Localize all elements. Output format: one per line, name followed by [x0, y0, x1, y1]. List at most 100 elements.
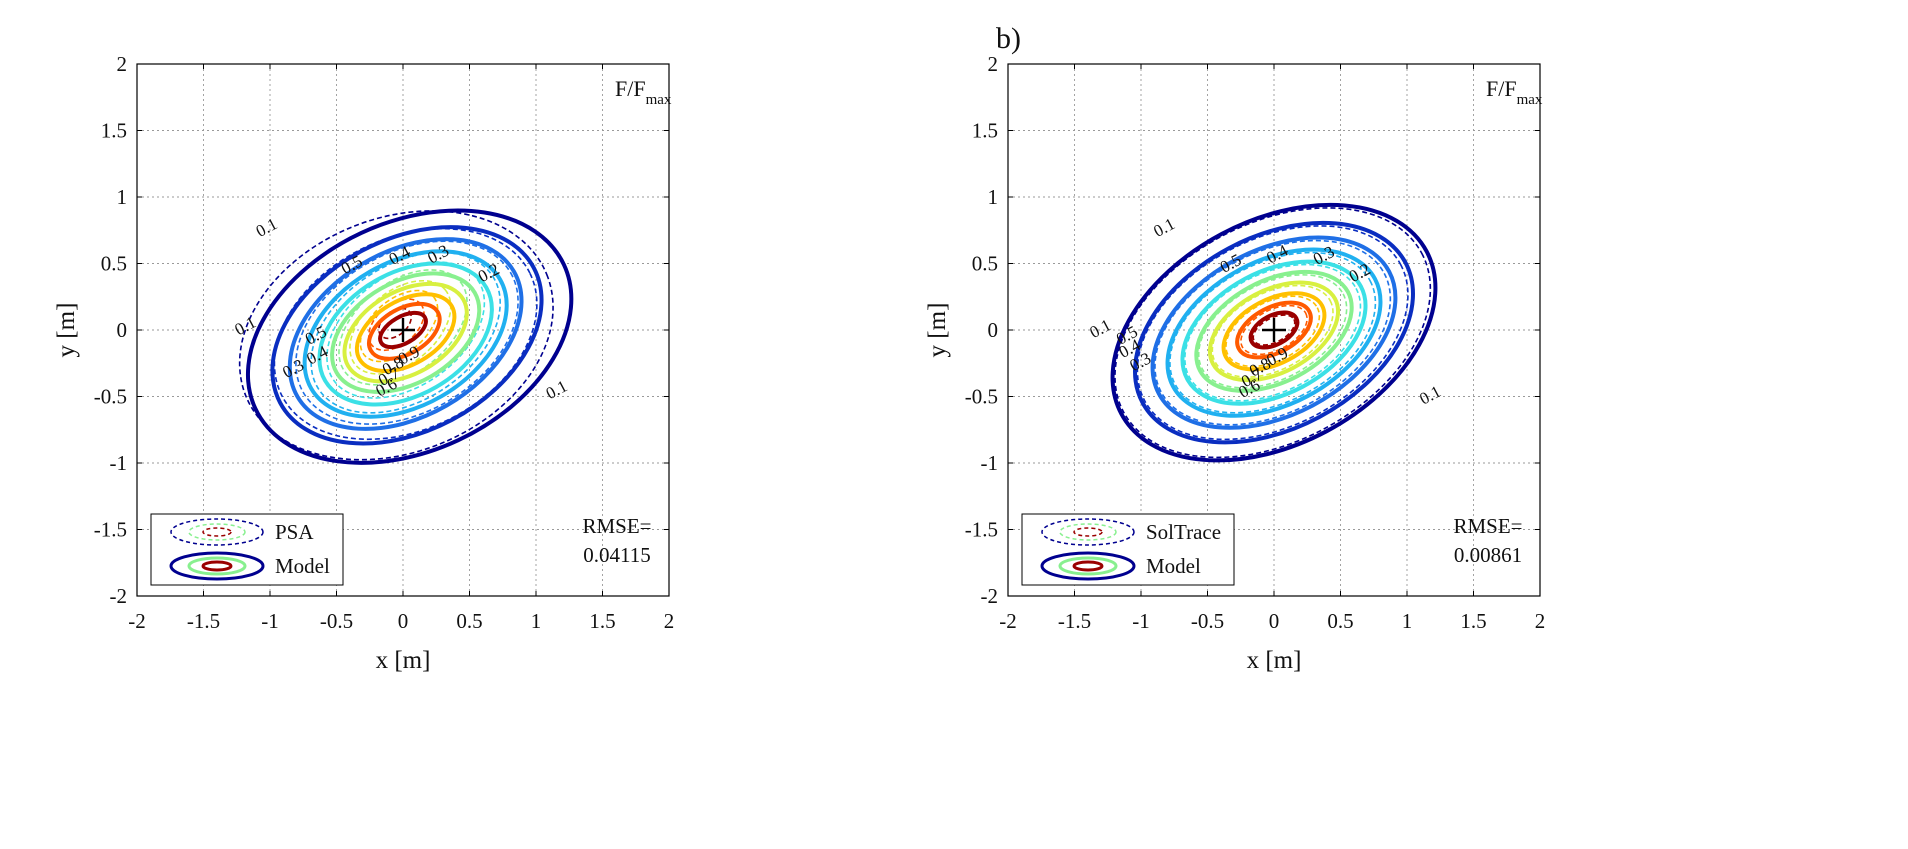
- contour-model-level-0-9: [367, 301, 442, 361]
- contour-level-label: 0.1: [1416, 382, 1444, 409]
- y-tick-label: 0: [988, 318, 999, 342]
- legend-swatch-model: [1040, 551, 1136, 581]
- x-tick-label: -1: [261, 609, 279, 633]
- rmse-value: 0.00861: [1454, 543, 1522, 567]
- contour-model-level-0-5: [317, 261, 494, 407]
- legend-swatch-ring: [1040, 551, 1136, 581]
- legend-swatch-ring: [187, 556, 247, 576]
- y-tick-label: 0.5: [101, 252, 127, 276]
- center-plus-icon: [391, 318, 415, 342]
- contour-model-level-0-9: [1235, 300, 1313, 360]
- rmse-label: RMSE=: [1453, 514, 1522, 538]
- contour-psa-level-0-1: [238, 210, 554, 461]
- contour-model-level-0-6: [330, 271, 482, 394]
- contour-model-level-0-3: [1150, 235, 1398, 430]
- x-tick-label: -2: [999, 609, 1017, 633]
- contour-lines: [1110, 202, 1438, 463]
- contour-level-label: 0.1: [1087, 315, 1115, 342]
- contour-model-level-0-4: [302, 249, 509, 419]
- contour-soltrace-level-0-2: [1136, 225, 1409, 441]
- y-tick-label: 2: [117, 52, 128, 76]
- legend-box: [150, 513, 344, 586]
- axis-ticks: -2 -1.5 -1 -0.5 0 0.5 1 1.5 2 -2 -1.5 -1 -0.5 0 0.5 1 1.…: [965, 52, 1546, 633]
- contour-model-level-0-6: [1194, 269, 1354, 393]
- y-tick-label: -1: [110, 451, 128, 475]
- contour-level-label: 0.1: [1150, 214, 1178, 241]
- legend-label: SolTrace: [1146, 520, 1221, 544]
- x-tick-label: -1.5: [187, 609, 220, 633]
- contour-level-label: 0.5: [338, 251, 366, 278]
- contour-model-level-0-8: [354, 292, 457, 374]
- contour-soltrace-level-0-7: [1211, 284, 1334, 378]
- contour-model-level-0-5: [1180, 259, 1368, 406]
- x-axis-label: x [m]: [376, 647, 431, 674]
- contour-psa-level-0-3: [295, 240, 519, 425]
- contour-level-label: 0.1: [543, 376, 571, 403]
- legend-swatch-ring: [170, 518, 264, 546]
- y-tick-label: 0: [117, 318, 128, 342]
- y-axis-label: y [m]: [53, 303, 80, 358]
- contour-lines: [238, 208, 574, 465]
- legend-swatch-ring: [169, 551, 265, 581]
- x-tick-label: 0.5: [456, 609, 482, 633]
- y-tick-label: -1: [981, 451, 999, 475]
- legend-swatch-ring: [201, 560, 233, 572]
- x-tick-label: -1.5: [1058, 609, 1091, 633]
- contour-soltrace-level-0-1: [1114, 207, 1432, 459]
- legend-swatch-model: [169, 551, 265, 581]
- y-tick-label: 1.5: [972, 119, 998, 143]
- contour-model-level-1-0: [1248, 310, 1300, 350]
- contour-soltrace-level-1-0: [1252, 314, 1296, 346]
- x-tick-label: 1: [531, 609, 542, 633]
- contour-soltrace-level-0-5: [1184, 263, 1362, 402]
- y-tick-label: 1: [117, 185, 128, 209]
- y-tick-label: 0.5: [972, 252, 998, 276]
- legend-swatch-measured: [1041, 518, 1135, 546]
- contour-model-level-0-3: [287, 237, 524, 431]
- contour-model-level-0-2: [270, 225, 544, 446]
- contour-soltrace-level-0-6: [1197, 274, 1348, 389]
- rmse-label: RMSE=: [582, 514, 651, 538]
- legend-swatch-ring: [1072, 560, 1104, 572]
- legend-swatch-ring: [1073, 527, 1103, 537]
- contour-model-level-0-1: [1110, 202, 1438, 463]
- center-plus-icon: [1262, 318, 1286, 342]
- y-tick-label: -0.5: [965, 385, 998, 409]
- legend: PSA Model: [150, 513, 344, 586]
- x-tick-label: -2: [128, 609, 146, 633]
- x-tick-label: -0.5: [1191, 609, 1224, 633]
- y-tick-label: -1.5: [94, 518, 127, 542]
- x-tick-label: -0.5: [320, 609, 353, 633]
- y-tick-label: 1: [988, 185, 999, 209]
- contour-model-level-0-7: [1207, 280, 1341, 383]
- contour-model-level-1-0: [378, 310, 428, 350]
- legend-swatch-measured: [170, 518, 264, 546]
- rmse-value: 0.04115: [583, 543, 650, 567]
- x-tick-label: 0: [398, 609, 409, 633]
- corner-label: F/Fmax: [615, 76, 672, 108]
- contour-model-level-0-2: [1133, 220, 1415, 445]
- x-tick-label: 0.5: [1327, 609, 1353, 633]
- contour-plot-left: 0.10.10.10.20.30.30.40.40.50.50.60.70.80…: [53, 52, 674, 674]
- corner-label: F/Fmax: [1486, 76, 1543, 108]
- contour-plot-right: 0.10.10.10.20.30.30.40.40.50.50.60.70.80…: [924, 52, 1545, 674]
- contour-model-level-0-8: [1221, 291, 1327, 372]
- legend-swatch-ring: [202, 527, 232, 537]
- contour-soltrace-level-0-8: [1225, 295, 1321, 368]
- x-tick-label: 1.5: [1460, 609, 1486, 633]
- contour-soltrace-level-0-4: [1169, 251, 1377, 414]
- contour-model-level-0-1: [245, 208, 574, 465]
- panel-label: b): [996, 22, 1021, 55]
- x-tick-label: 1: [1402, 609, 1413, 633]
- y-tick-label: -0.5: [94, 385, 127, 409]
- contour-model-level-0-4: [1165, 247, 1383, 418]
- x-tick-label: 1.5: [589, 609, 615, 633]
- y-axis-label: y [m]: [924, 303, 951, 358]
- contour-psa-level-0-4: [310, 251, 501, 414]
- y-tick-label: -2: [110, 584, 128, 608]
- legend-swatch-ring: [1059, 523, 1117, 541]
- legend-label: Model: [275, 554, 330, 578]
- legend-label: PSA: [275, 520, 314, 544]
- legend-label: Model: [1146, 554, 1201, 578]
